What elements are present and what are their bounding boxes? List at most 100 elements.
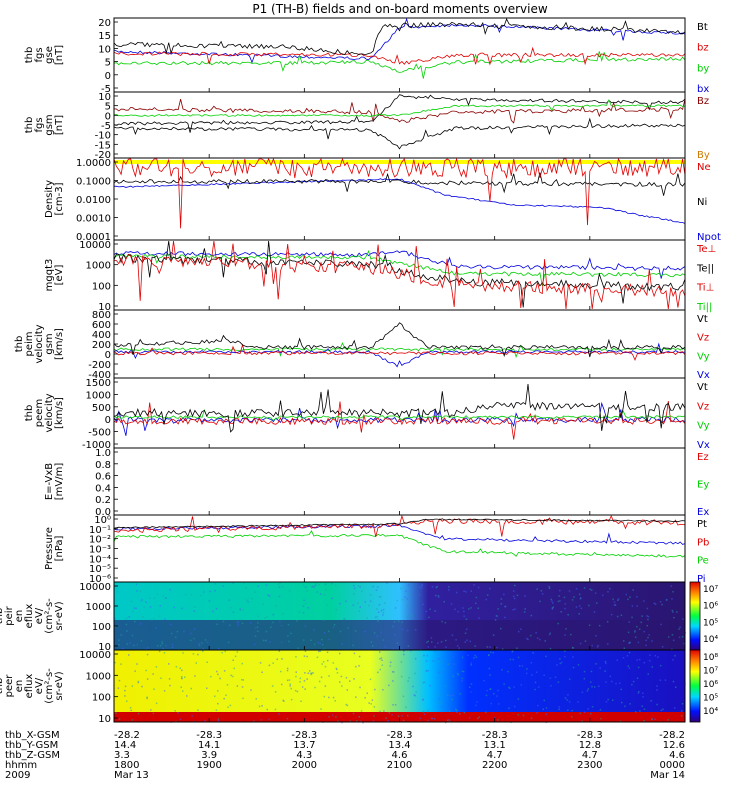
spectrogram-pixel xyxy=(637,666,640,669)
spectrogram-pixel xyxy=(304,688,306,690)
legend-label: Bz xyxy=(697,96,709,107)
spectrogram-pixel xyxy=(661,646,664,648)
spectrogram-pixel xyxy=(116,591,119,593)
spectrogram-pixel xyxy=(619,720,622,723)
legend-label: Vx xyxy=(697,440,710,451)
spectrogram-pixel xyxy=(265,639,267,642)
y-tick-label: 100 xyxy=(92,622,111,633)
spectrogram-pixel xyxy=(508,707,510,709)
spectrogram-pixel xyxy=(425,610,428,613)
legend-label: Vz xyxy=(697,333,709,344)
spectrogram-pixel xyxy=(182,652,184,654)
spectrogram-pixel xyxy=(241,686,244,688)
spectrogram-pixel xyxy=(392,625,394,628)
spectrogram-pixel xyxy=(656,703,658,706)
spectrogram-pixel xyxy=(436,585,438,588)
spectrogram-pixel xyxy=(441,620,443,623)
spectrogram-pixel xyxy=(164,597,167,599)
spectrogram-pixel xyxy=(485,694,488,697)
spectrogram-pixel xyxy=(578,593,581,596)
spectrogram-pixel xyxy=(368,702,370,704)
spectrogram-pixel xyxy=(517,713,520,716)
spectrogram-pixel xyxy=(371,699,374,701)
spectrogram-pixel xyxy=(392,704,394,706)
spectrogram-pixel xyxy=(265,630,268,633)
spectrogram-pixel xyxy=(322,661,325,663)
spectrogram-pixel xyxy=(680,715,683,717)
spectrogram-pixel xyxy=(647,618,649,621)
spectrogram-pixel xyxy=(301,686,304,688)
spectrogram-pixel xyxy=(201,642,203,644)
spectrogram-pixel xyxy=(155,627,157,629)
spectrogram-pixel xyxy=(118,718,121,720)
series-line xyxy=(113,94,686,133)
series-line xyxy=(113,46,686,66)
spectrogram-pixel xyxy=(620,614,623,616)
spectrogram-pixel xyxy=(262,603,264,606)
spectrogram-pixel xyxy=(617,599,619,601)
series-line xyxy=(113,514,686,537)
x-annotation-value: 4.6 xyxy=(669,750,685,761)
spectrogram-pixel xyxy=(455,639,457,641)
y-axis-label-line: eV/ xyxy=(34,677,45,694)
legend-label: Ez xyxy=(697,452,709,463)
spectrogram-pixel xyxy=(456,645,459,647)
spectrogram-pixel xyxy=(526,637,528,640)
spectrogram-pixel xyxy=(461,656,464,659)
spectrogram-pixel xyxy=(304,672,306,674)
series-line xyxy=(113,343,686,361)
y-axis-label-line: peem xyxy=(34,399,45,427)
spectrogram-pixel xyxy=(198,644,201,647)
spectrogram-pixel xyxy=(575,606,578,608)
spectrogram-pixel xyxy=(501,669,503,671)
spectrogram-pixel xyxy=(219,677,221,680)
spectrogram-pixel xyxy=(294,689,297,692)
spectrogram-pixel xyxy=(135,607,137,610)
spectrogram-pixel xyxy=(323,619,326,621)
spectrogram-pixel xyxy=(469,640,471,643)
spectrogram-pixel xyxy=(241,622,244,624)
spectrogram-pixel xyxy=(496,695,498,697)
spectrogram-pixel xyxy=(426,654,429,657)
spectrogram-pixel xyxy=(408,677,410,679)
spectrogram-pixel xyxy=(384,645,386,648)
spectrogram-pixel xyxy=(642,696,644,698)
spectrogram-pixel xyxy=(126,630,128,632)
spectrogram-pixel xyxy=(214,590,216,592)
spectrogram-pixel xyxy=(521,665,524,667)
spectrogram-pixel xyxy=(242,697,244,700)
spectrogram-pixel xyxy=(339,630,342,633)
spectrogram-pixel xyxy=(290,698,293,701)
spectrogram-pixel xyxy=(430,717,433,720)
spectrogram-pixel xyxy=(182,690,184,692)
legend-label: bx xyxy=(697,84,709,95)
spectrogram-pixel xyxy=(253,643,256,646)
x-annotation-value: 3.9 xyxy=(201,750,217,761)
y-axis-label-line: sr-eV) xyxy=(54,601,65,630)
spectrogram-pixel xyxy=(470,691,472,693)
spectrogram-pixel xyxy=(328,630,330,633)
spectrogram-pixel xyxy=(557,622,559,625)
spectrogram-pixel xyxy=(271,685,274,687)
spectrogram-pixel xyxy=(613,604,616,606)
spectrogram-pixel xyxy=(500,603,503,605)
spectrogram-pixel xyxy=(320,708,322,710)
spectrogram-pixel xyxy=(613,601,616,603)
spectrogram-pixel xyxy=(595,635,597,637)
x-annotation-value: 13.7 xyxy=(293,740,315,751)
spectrogram-pixel xyxy=(660,709,663,712)
spectrogram-pixel xyxy=(524,595,526,597)
spectrogram-pixel xyxy=(563,596,566,599)
spectrogram-pixel xyxy=(579,712,582,715)
spectrogram-pixel xyxy=(609,587,611,590)
spectrogram-pixel xyxy=(115,712,117,714)
spectrogram-pixel xyxy=(304,625,307,627)
y-tick-label: 400 xyxy=(92,330,111,341)
spectrogram-pixel xyxy=(321,643,324,646)
legend-label: Ti⊥ xyxy=(696,283,714,294)
spectrogram-pixel xyxy=(229,624,231,626)
spectrogram-pixel xyxy=(454,608,456,611)
spectrogram-pixel xyxy=(200,594,202,597)
y-tick-label: 0 xyxy=(105,71,111,82)
spectrogram-pixel xyxy=(643,708,646,710)
